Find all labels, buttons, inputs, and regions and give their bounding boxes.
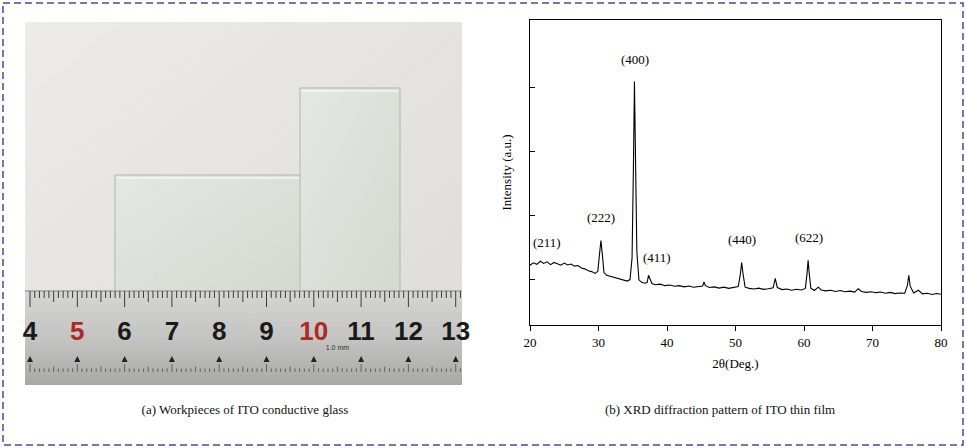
svg-text:(211): (211) [533, 235, 561, 250]
svg-text:11: 11 [347, 316, 375, 346]
svg-text:9: 9 [259, 316, 273, 346]
svg-text:12: 12 [394, 316, 423, 346]
svg-text:60: 60 [798, 335, 811, 350]
svg-text:4: 4 [23, 316, 38, 346]
html-text:(a) Workpieces of ITO conducti: (a) Workpieces of ITO conductive glass [141, 402, 349, 417]
svg-text:40: 40 [661, 335, 674, 350]
svg-text:13: 13 [441, 316, 470, 346]
html-text:(b) XRD diffraction pattern of: (b) XRD diffraction pattern of ITO thin … [604, 402, 836, 417]
svg-text:80: 80 [935, 335, 948, 350]
svg-text:(440): (440) [728, 232, 756, 247]
svg-text:(222): (222) [587, 210, 615, 225]
svg-text:8: 8 [212, 316, 226, 346]
svg-text:(622): (622) [795, 230, 823, 245]
svg-text:30: 30 [592, 335, 605, 350]
svg-text:70: 70 [866, 335, 879, 350]
svg-text:20: 20 [524, 335, 537, 350]
svg-text:7: 7 [165, 316, 179, 346]
svg-text:(411): (411) [643, 250, 671, 265]
svg-text:6: 6 [117, 316, 131, 346]
svg-text:(400): (400) [621, 52, 649, 67]
svg-text:2θ(Deg.): 2θ(Deg.) [712, 356, 758, 371]
svg-text:50: 50 [729, 335, 742, 350]
svg-text:5: 5 [70, 316, 84, 346]
svg-text:10: 10 [299, 316, 328, 346]
svg-text:1.0 mm: 1.0 mm [326, 344, 350, 351]
svg-text:Intensity (a.u.): Intensity (a.u.) [499, 134, 514, 210]
